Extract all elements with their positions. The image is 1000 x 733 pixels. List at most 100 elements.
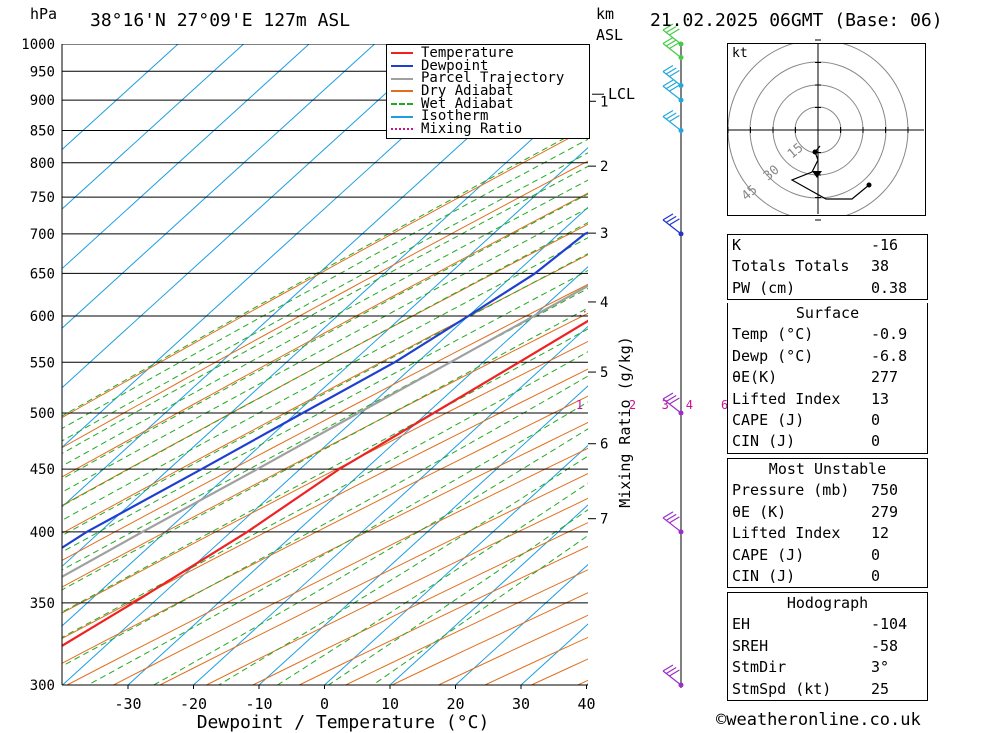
wet-adiabat-line	[62, 328, 588, 613]
index-label: EH	[732, 615, 751, 634]
datetime-title: 21.02.2025 06GMT (Base: 06)	[650, 10, 943, 31]
legend-label: Mixing Ratio	[421, 121, 523, 138]
wet-adiabat-line	[62, 375, 588, 667]
wind-barb	[662, 392, 684, 416]
pressure-tick-label: 700	[30, 227, 55, 243]
pressure-tick-label: 750	[30, 190, 55, 206]
index-label: Temp (°C)	[732, 325, 814, 344]
index-row: Lifted Index 13	[728, 389, 927, 410]
pressure-tick-label: 950	[30, 64, 55, 80]
legend-item: Temperature	[387, 45, 589, 61]
wind-barb-flag	[662, 79, 674, 87]
indices-general-box: K -16 Totals Totals 38 PW (cm) 0.38	[727, 234, 928, 301]
isotherm-line	[62, 87, 588, 568]
index-row: CAPE (J) 0	[728, 410, 927, 431]
wind-barb-flag	[669, 84, 680, 92]
dry-adiabat-line	[62, 160, 588, 449]
wind-barb	[662, 511, 684, 535]
wind-barb-flag	[665, 82, 677, 90]
index-value: 0	[871, 432, 881, 451]
legend-label: Dry Adiabat	[421, 83, 514, 100]
wind-barb-shaft	[662, 43, 682, 58]
index-label: PW (cm)	[732, 278, 796, 297]
location-title: 38°16'N 27°09'E 127m ASL	[90, 10, 351, 31]
isotherm-line	[455, 563, 588, 685]
legend-label: Temperature	[421, 45, 514, 61]
dry-adiabat-line	[62, 283, 588, 562]
mixing-ratio-label: 3	[662, 398, 669, 412]
pressure-tick-label: 400	[30, 525, 55, 541]
wind-barb-flag	[669, 669, 680, 677]
temp-tick-label: -20	[180, 695, 207, 713]
pressure-tick-label: 850	[30, 124, 55, 140]
isotherm-line	[62, 44, 375, 329]
legend-swatch	[391, 103, 413, 106]
index-row: Pressure (mb) 750	[728, 480, 927, 501]
dry-adiabat-line	[206, 497, 588, 685]
wind-barb-shaft	[662, 398, 682, 414]
wind-barb-flag	[665, 513, 677, 521]
index-value: 0	[871, 566, 881, 585]
hpa-unit: hPa	[30, 5, 58, 23]
pressure-tick-label: 450	[30, 462, 55, 478]
isotherm-line	[62, 206, 588, 685]
wind-barb-flag	[669, 516, 680, 524]
dry-adiabat-line	[113, 447, 588, 685]
legend-item: Mixing Ratio	[387, 121, 589, 138]
legend-items: Temperature Dewpoint Parcel Trajectory Dry …	[387, 45, 589, 136]
index-label: CIN (J)	[732, 432, 796, 451]
isotherm-line	[127, 266, 588, 685]
index-row: Dewp (°C) -6.8	[728, 346, 927, 367]
legend-item: Isotherm	[387, 110, 589, 123]
pressure-tick-label: 550	[30, 355, 55, 371]
index-label: θE(K)	[732, 368, 778, 387]
lcl-label: LCL	[608, 85, 635, 103]
dry-adiabat-line	[62, 368, 588, 640]
index-row: θE(K) 277	[728, 367, 927, 388]
index-label: θE (K)	[732, 502, 787, 521]
wind-barb	[662, 110, 684, 134]
index-label: SREH	[732, 636, 769, 655]
wind-barb-flag	[669, 69, 680, 78]
isotherm-line	[62, 44, 310, 270]
temp-tick-label: 30	[512, 695, 530, 713]
isotherm-line	[193, 325, 588, 685]
wind-barb-flag	[669, 397, 680, 405]
wind-barb-flag	[665, 67, 677, 75]
wind-barb-flag	[665, 215, 677, 223]
legend-item: Parcel Trajectory	[387, 72, 589, 85]
km-unit: km	[596, 5, 615, 23]
index-value: 0.38	[871, 278, 908, 297]
index-label: Totals Totals	[732, 257, 850, 276]
legend: Temperature Dewpoint Parcel Trajectory Dry …	[386, 44, 590, 139]
wind-barb-flag	[665, 112, 677, 120]
legend-item: Dewpoint	[387, 59, 589, 73]
index-row: θE (K) 279	[728, 502, 927, 523]
wind-barb-flag	[665, 666, 677, 675]
km-tick-label: 6	[600, 437, 608, 453]
credit-text: ©weatheronline.co.uk	[716, 710, 921, 730]
temp-tick-label: 20	[446, 695, 464, 713]
dry-adiabat-line	[66, 421, 588, 685]
temp-tick-label: -30	[114, 695, 141, 713]
pressure-tick-label: 650	[30, 266, 55, 282]
index-row: PW (cm) 0.38	[728, 278, 927, 299]
temperature-line	[62, 319, 588, 648]
wind-barb-flag	[662, 392, 674, 400]
km-tick-label: 5	[600, 365, 608, 381]
dry-adiabat-line	[62, 312, 588, 588]
wind-barb-shaft	[662, 116, 682, 131]
wind-barb-flag	[669, 28, 680, 36]
index-value: -6.8	[871, 346, 908, 365]
isotherm-line	[62, 44, 244, 210]
legend-swatch	[391, 128, 413, 131]
index-row: CIN (J) 0	[728, 431, 927, 452]
index-row: SREH -58	[728, 636, 927, 657]
pressure-tick-label: 300	[30, 678, 55, 694]
wind-barb-shaft	[662, 670, 682, 686]
index-value: 277	[871, 368, 899, 387]
x-axis-label: Dewpoint / Temperature (°C)	[197, 712, 490, 733]
wet-adiabat-line	[62, 179, 588, 467]
index-row: CIN (J) 0	[728, 566, 927, 587]
asl-label: ASL	[596, 26, 624, 44]
